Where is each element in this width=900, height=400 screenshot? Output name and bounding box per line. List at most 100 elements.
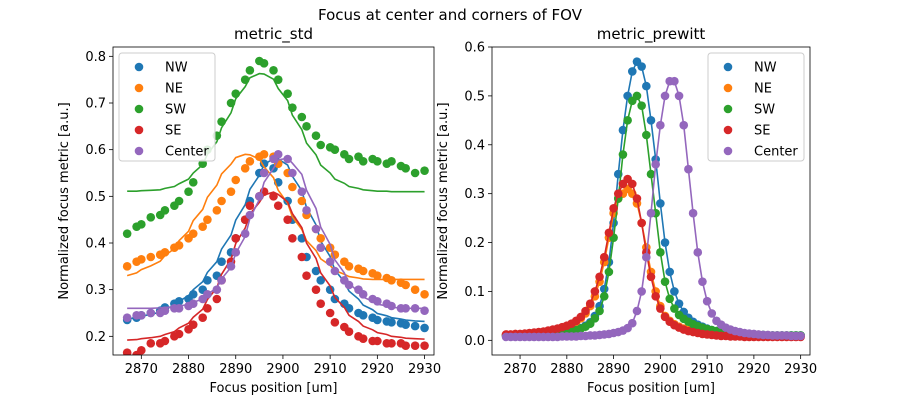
legend-label-sw: SW xyxy=(165,103,186,118)
data-point-center xyxy=(259,168,269,178)
data-point-sw xyxy=(297,112,307,122)
data-point-se xyxy=(401,341,410,350)
data-point-sw xyxy=(618,150,628,159)
data-point-sw xyxy=(273,75,283,84)
data-point-nw xyxy=(373,315,382,325)
data-point-se xyxy=(581,306,590,316)
data-point-ne xyxy=(212,206,222,215)
data-point-se xyxy=(599,252,609,262)
data-point-center xyxy=(693,248,703,257)
data-point-ne xyxy=(231,175,241,185)
legend-marker-nw xyxy=(723,62,733,72)
subplot-title-metric-prewitt: metric_prewitt xyxy=(597,25,706,44)
y-tick-label: 0.4 xyxy=(85,237,106,252)
data-point-center xyxy=(283,154,292,164)
data-point-se xyxy=(283,215,292,224)
data-point-center xyxy=(401,304,410,313)
data-point-ne xyxy=(410,285,420,294)
data-point-nw xyxy=(358,311,368,320)
data-point-center xyxy=(637,287,646,296)
y-tick-label: 0.5 xyxy=(464,89,485,104)
data-point-ne xyxy=(240,164,250,173)
data-point-sw xyxy=(420,166,429,175)
legend-label-ne: NE xyxy=(165,82,183,97)
data-point-se xyxy=(410,341,420,350)
data-point-sw xyxy=(670,304,679,313)
data-point-ne xyxy=(188,229,198,238)
data-point-center xyxy=(288,168,297,178)
data-point-center xyxy=(137,311,146,320)
data-point-sw xyxy=(231,89,241,98)
data-point-nw xyxy=(387,318,396,327)
data-point-sw xyxy=(623,116,632,125)
legend-marker-nw xyxy=(134,62,144,72)
y-tick-label: 0.1 xyxy=(464,285,485,300)
data-point-ne xyxy=(174,241,184,250)
data-point-ne xyxy=(137,255,146,264)
data-point-ne xyxy=(122,262,132,271)
data-point-sw xyxy=(665,294,675,304)
data-point-sw xyxy=(160,206,170,215)
data-point-center xyxy=(627,318,637,328)
data-point-ne xyxy=(316,234,326,243)
x-axis-label: Focus position [um] xyxy=(587,381,715,396)
legend-label-center: Center xyxy=(754,145,798,160)
data-point-se xyxy=(311,285,321,294)
data-point-sw xyxy=(387,157,396,166)
x-tick-label: 2930 xyxy=(784,362,817,377)
data-area xyxy=(501,57,805,342)
data-point-se xyxy=(627,179,637,189)
data-point-center xyxy=(642,252,651,262)
legend-marker-ne xyxy=(723,83,733,93)
data-point-se xyxy=(325,308,335,318)
data-point-sw xyxy=(599,292,609,301)
x-tick-label: 2890 xyxy=(597,362,630,377)
x-tick-label: 2890 xyxy=(219,362,252,377)
data-point-sw xyxy=(358,157,368,166)
y-tick-label: 0.5 xyxy=(85,190,106,205)
data-point-ne xyxy=(373,271,382,280)
data-point-sw xyxy=(245,66,255,75)
data-point-nw xyxy=(670,287,679,296)
data-point-center xyxy=(646,208,656,218)
data-point-se xyxy=(585,299,595,308)
data-point-center xyxy=(255,192,264,201)
data-point-se xyxy=(316,299,326,308)
data-point-ne xyxy=(160,248,170,257)
data-point-center xyxy=(698,277,707,286)
data-point-sw xyxy=(344,154,354,164)
legend-label-nw: NW xyxy=(165,61,188,76)
data-point-se xyxy=(245,201,255,210)
data-point-se xyxy=(637,218,646,228)
data-point-center xyxy=(410,304,420,313)
legend-marker-se xyxy=(134,125,144,135)
data-point-sw xyxy=(316,140,326,150)
data-point-center xyxy=(330,266,340,276)
data-point-center xyxy=(325,257,335,266)
data-point-sw xyxy=(637,101,646,110)
data-point-sw xyxy=(188,178,198,187)
legend-label-nw: NW xyxy=(754,61,777,76)
data-point-se xyxy=(273,201,283,210)
y-tick-label: 0.2 xyxy=(464,236,485,251)
data-point-sw xyxy=(137,220,146,229)
data-point-se xyxy=(212,294,222,304)
data-point-nw xyxy=(660,238,670,247)
data-point-nw xyxy=(188,290,198,299)
data-point-se xyxy=(122,348,132,355)
data-point-sw xyxy=(122,229,132,238)
data-point-se xyxy=(302,271,311,280)
data-point-center xyxy=(358,290,368,299)
data-point-center xyxy=(707,309,717,318)
data-point-center xyxy=(688,208,698,218)
data-point-center xyxy=(302,206,311,215)
data-point-center xyxy=(373,297,382,306)
data-point-ne xyxy=(297,196,307,206)
data-point-sw xyxy=(283,89,292,98)
data-point-se xyxy=(203,304,212,313)
subplot-title-metric-std: metric_std xyxy=(234,25,313,44)
data-point-se xyxy=(174,329,184,339)
data-point-nw xyxy=(217,257,226,266)
data-point-ne xyxy=(217,196,226,206)
data-point-se xyxy=(609,204,618,213)
